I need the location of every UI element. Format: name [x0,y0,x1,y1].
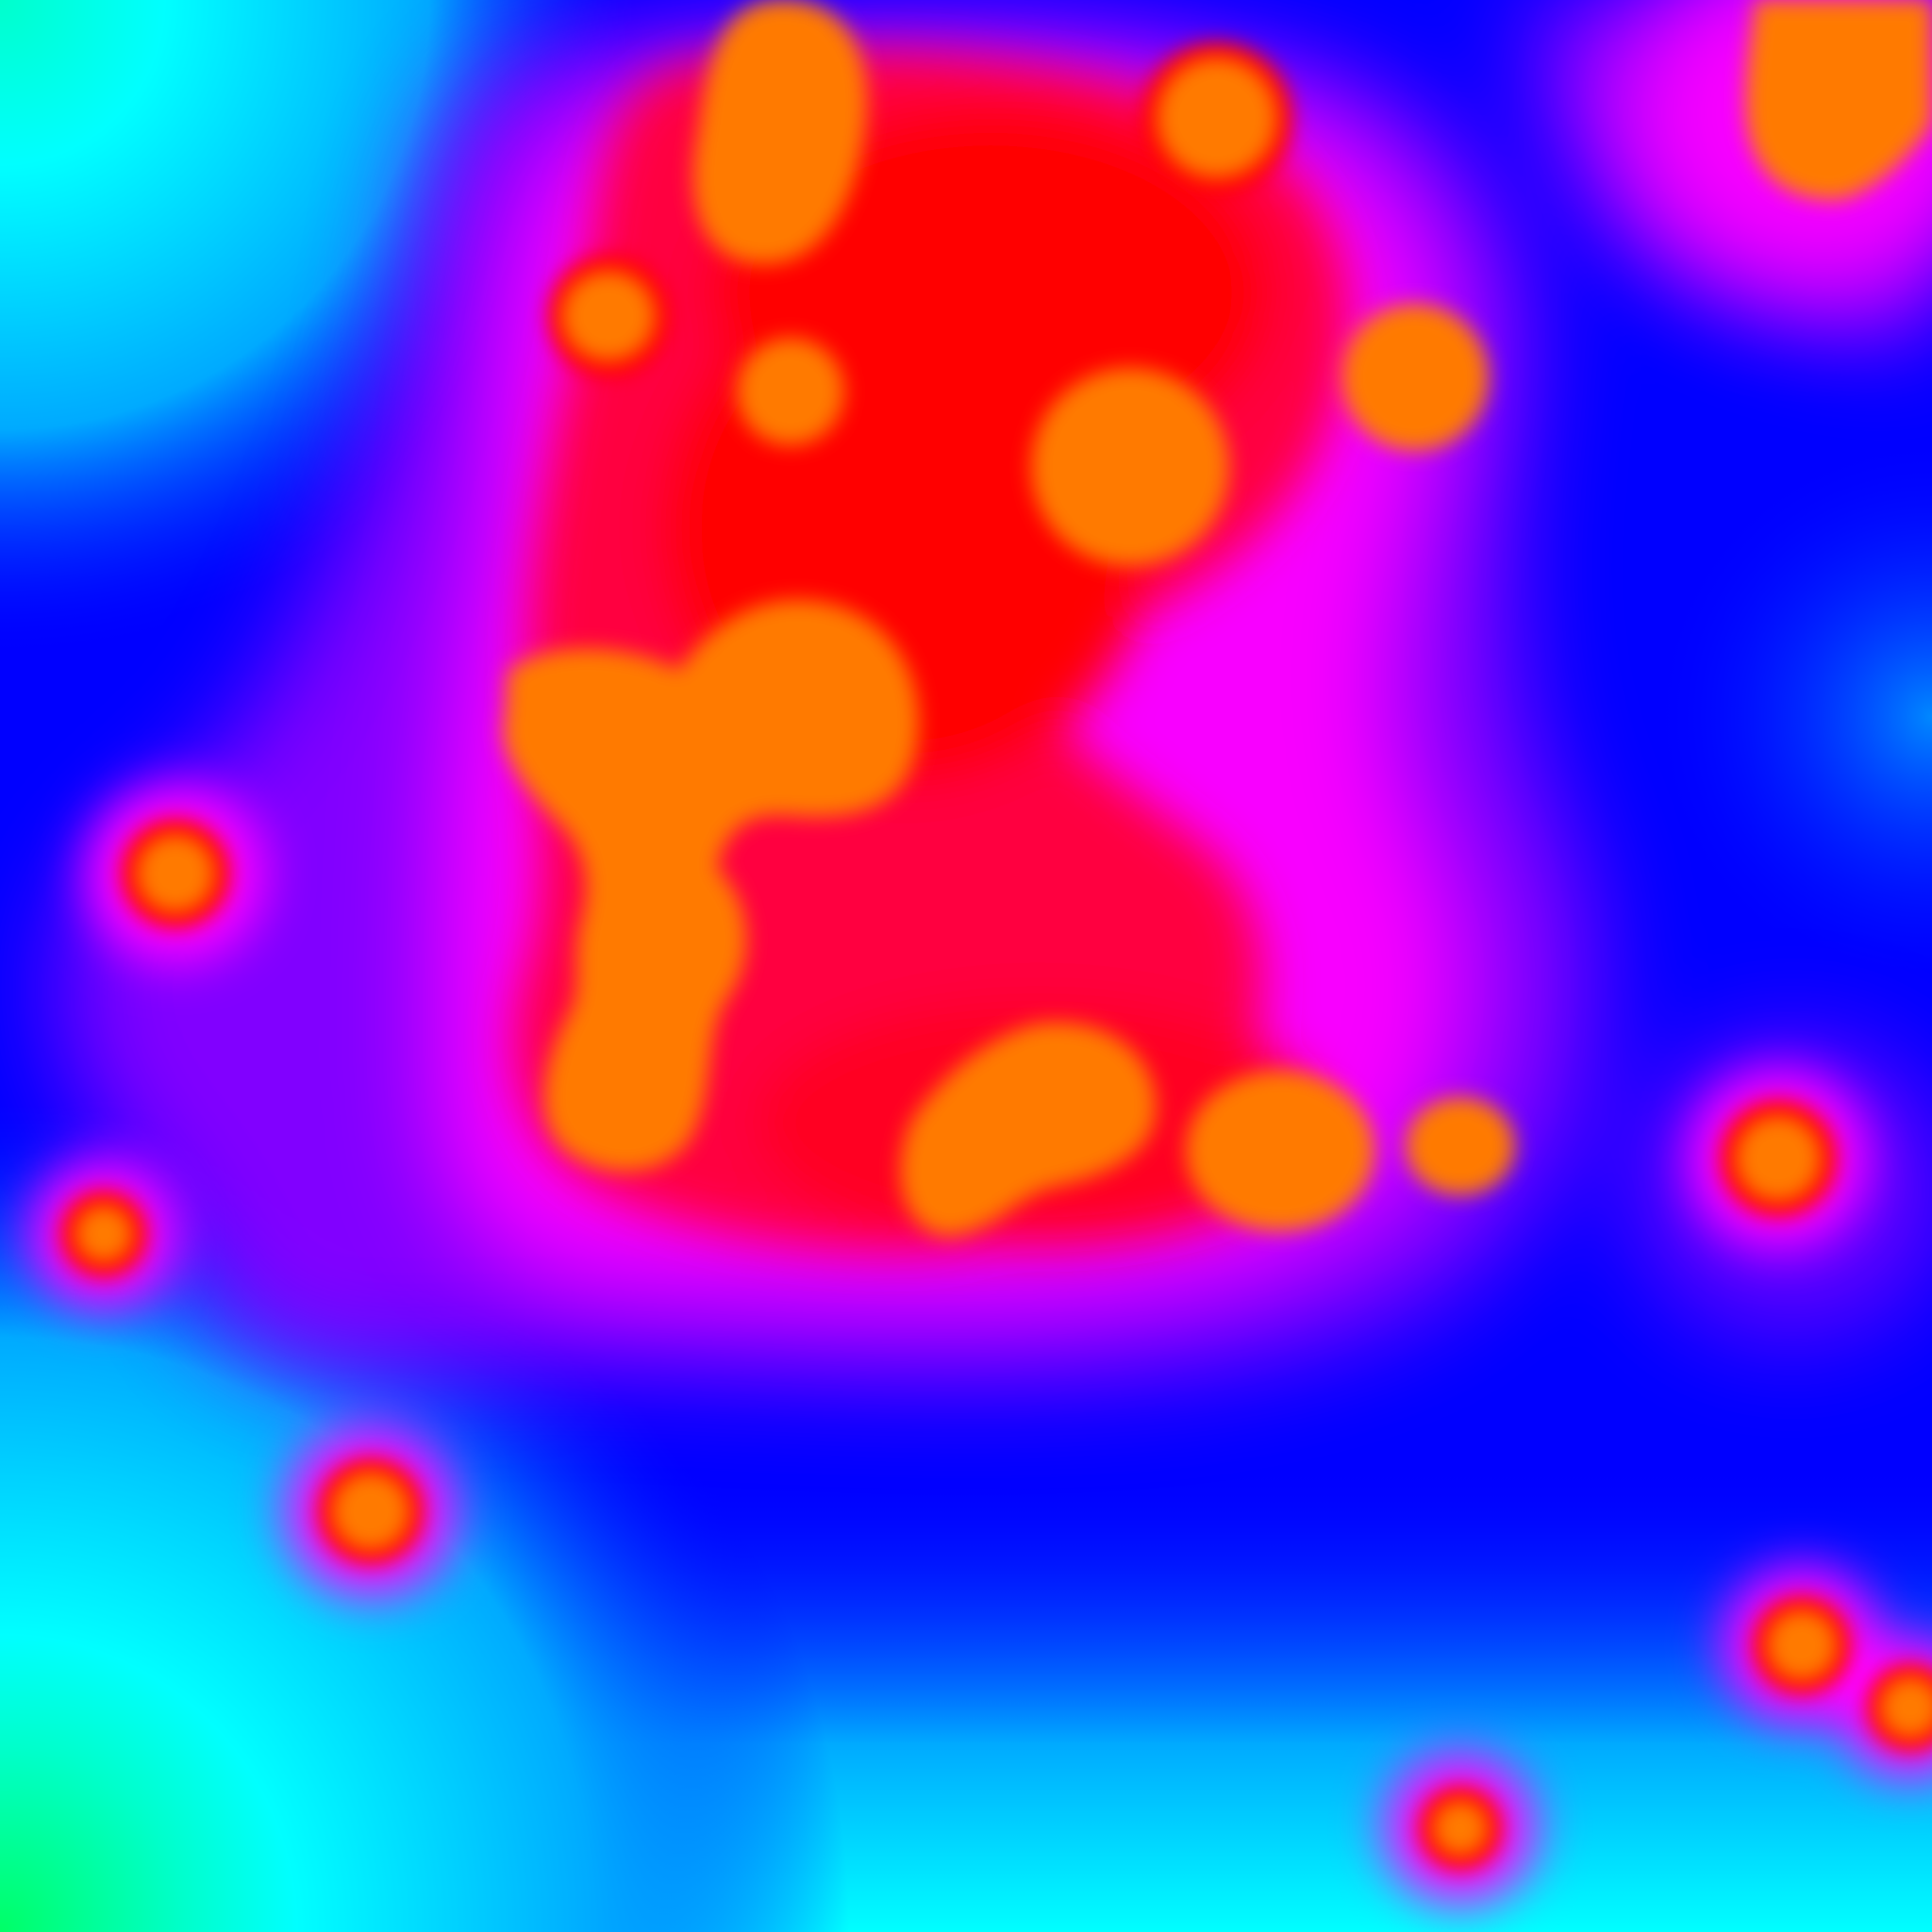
blob-top-left-oval [692,0,868,264]
blob-bottom-right-pair-b [1879,1676,1932,1739]
blob-bottom-left-circle [331,1472,410,1551]
blob-left-lower-circle [75,1205,133,1263]
background-right-glow [1604,377,1932,1038]
orange-cores [75,0,1932,1857]
blob-small-upper-middle [737,338,844,445]
blob-bottom-right-pair-a [1766,1609,1838,1681]
blob-small-left [561,271,656,361]
blob-bottom-center-circle [1432,1800,1489,1857]
blob-lower-center-cluster [900,1022,1157,1236]
blob-right-upper-circle [1341,304,1489,451]
blob-top-right-corner [1745,0,1932,201]
blob-right-middle-circle-a [1406,1097,1515,1195]
blob-center-left-cluster [503,599,920,1172]
blob-large-center-circle [1031,368,1229,566]
blob-left-middle-circle [136,834,215,913]
blob-lower-right-cluster [1186,1071,1374,1231]
blob-top-center-circle [1157,58,1277,178]
blob-right-middle-circle [1735,1115,1822,1202]
